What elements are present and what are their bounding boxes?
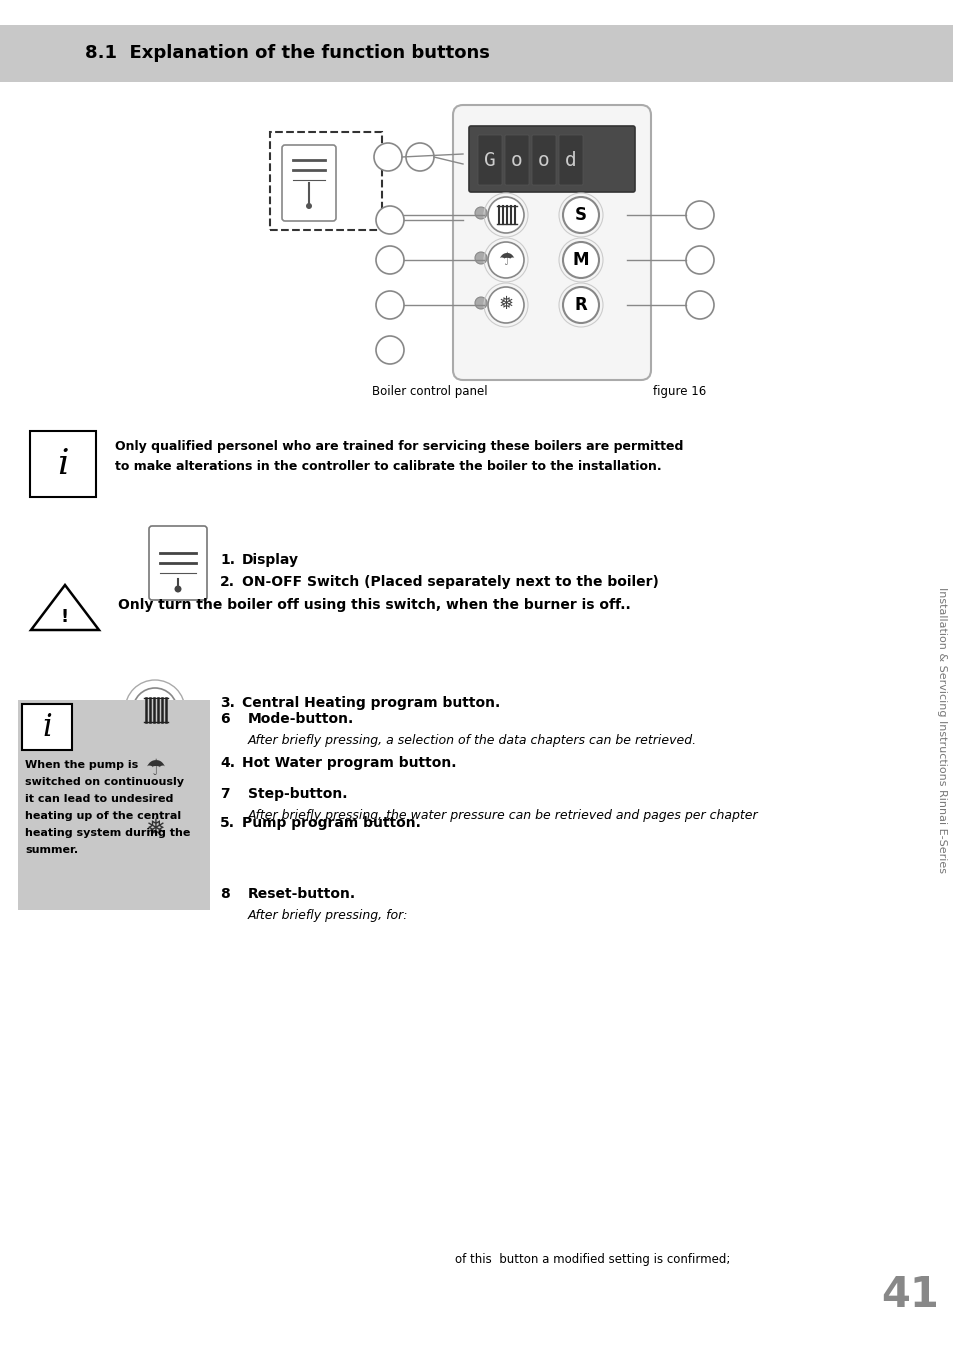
Text: 3.: 3. bbox=[220, 697, 234, 710]
Circle shape bbox=[374, 143, 401, 171]
Circle shape bbox=[685, 201, 713, 230]
Circle shape bbox=[475, 207, 486, 219]
Text: 6: 6 bbox=[220, 711, 230, 726]
Text: ❅: ❅ bbox=[145, 817, 165, 841]
Text: M: M bbox=[572, 251, 589, 269]
FancyBboxPatch shape bbox=[532, 135, 556, 185]
Text: 8: 8 bbox=[220, 887, 230, 900]
Text: summer.: summer. bbox=[25, 845, 78, 855]
Polygon shape bbox=[30, 585, 99, 630]
Circle shape bbox=[375, 292, 403, 319]
FancyBboxPatch shape bbox=[30, 431, 96, 497]
Circle shape bbox=[132, 748, 177, 792]
Text: After briefly pressing, for:: After briefly pressing, for: bbox=[248, 909, 408, 922]
Text: Reset-button.: Reset-button. bbox=[248, 887, 355, 900]
Circle shape bbox=[174, 586, 181, 593]
FancyBboxPatch shape bbox=[453, 105, 650, 379]
Text: S: S bbox=[575, 207, 586, 224]
Text: d: d bbox=[564, 150, 577, 170]
Text: After briefly pressing, a selection of the data chapters can be retrieved.: After briefly pressing, a selection of t… bbox=[248, 734, 697, 747]
FancyBboxPatch shape bbox=[558, 135, 582, 185]
Text: After briefly pressing, the water pressure can be retrieved and pages per chapte: After briefly pressing, the water pressu… bbox=[248, 809, 758, 822]
Text: !: ! bbox=[61, 608, 69, 626]
Circle shape bbox=[685, 292, 713, 319]
Text: ❅: ❅ bbox=[497, 296, 513, 313]
FancyBboxPatch shape bbox=[469, 126, 635, 192]
FancyBboxPatch shape bbox=[149, 526, 207, 599]
Text: 1.: 1. bbox=[220, 554, 234, 567]
Text: R: R bbox=[574, 296, 587, 315]
Text: heating up of the central: heating up of the central bbox=[25, 811, 181, 821]
Circle shape bbox=[685, 246, 713, 274]
Circle shape bbox=[562, 288, 598, 323]
Text: to make alterations in the controller to calibrate the boiler to the installatio: to make alterations in the controller to… bbox=[115, 460, 661, 472]
Text: 4.: 4. bbox=[220, 756, 234, 770]
Circle shape bbox=[306, 202, 312, 209]
Text: o: o bbox=[537, 150, 549, 170]
Circle shape bbox=[562, 197, 598, 234]
Text: Only turn the boiler off using this switch, when the burner is off..: Only turn the boiler off using this swit… bbox=[118, 598, 630, 612]
FancyBboxPatch shape bbox=[282, 144, 335, 221]
Text: of this  button a modified setting is confirmed;: of this button a modified setting is con… bbox=[455, 1254, 729, 1266]
Bar bbox=[18, 701, 210, 910]
Circle shape bbox=[488, 288, 523, 323]
Text: 2.: 2. bbox=[220, 575, 234, 589]
Text: i: i bbox=[57, 447, 69, 481]
Text: Step-button.: Step-button. bbox=[248, 787, 347, 801]
Text: Pump program button.: Pump program button. bbox=[242, 815, 420, 830]
Text: ☂: ☂ bbox=[146, 759, 166, 779]
Circle shape bbox=[488, 197, 523, 234]
Text: it can lead to undesired: it can lead to undesired bbox=[25, 794, 173, 805]
Text: Only qualified personel who are trained for servicing these boilers are permitte: Only qualified personel who are trained … bbox=[115, 440, 682, 454]
FancyBboxPatch shape bbox=[477, 135, 501, 185]
Bar bbox=[270, 132, 381, 230]
Circle shape bbox=[406, 143, 434, 171]
Text: Central Heating program button.: Central Heating program button. bbox=[242, 697, 499, 710]
Circle shape bbox=[375, 246, 403, 274]
Text: ☂: ☂ bbox=[497, 251, 514, 269]
Text: switched on continuously: switched on continuously bbox=[25, 778, 184, 787]
Circle shape bbox=[488, 242, 523, 278]
Text: Boiler control panel: Boiler control panel bbox=[372, 385, 487, 398]
Text: o: o bbox=[511, 150, 522, 170]
Circle shape bbox=[375, 336, 403, 364]
Bar bbox=[0, 26, 953, 82]
Circle shape bbox=[475, 297, 486, 309]
Text: When the pump is: When the pump is bbox=[25, 760, 138, 770]
Text: figure 16: figure 16 bbox=[653, 385, 706, 398]
Text: Hot Water program button.: Hot Water program button. bbox=[242, 756, 456, 770]
Text: 7: 7 bbox=[220, 787, 230, 801]
Text: Installation & Servicing Instructions Rinnai E-Series: Installation & Servicing Instructions Ri… bbox=[936, 587, 946, 873]
FancyBboxPatch shape bbox=[504, 135, 529, 185]
Circle shape bbox=[562, 242, 598, 278]
Text: 5.: 5. bbox=[220, 815, 234, 830]
Text: i: i bbox=[42, 711, 51, 743]
Text: 41: 41 bbox=[881, 1274, 938, 1316]
Text: G: G bbox=[483, 150, 496, 170]
Text: heating system during the: heating system during the bbox=[25, 828, 191, 838]
Text: 8.1  Explanation of the function buttons: 8.1 Explanation of the function buttons bbox=[85, 45, 489, 62]
Text: ON-OFF Switch (Placed separately next to the boiler): ON-OFF Switch (Placed separately next to… bbox=[242, 575, 659, 589]
Text: Display: Display bbox=[242, 554, 298, 567]
Circle shape bbox=[132, 809, 177, 852]
Circle shape bbox=[132, 688, 177, 732]
Circle shape bbox=[475, 252, 486, 265]
FancyBboxPatch shape bbox=[22, 703, 71, 751]
Text: Mode-button.: Mode-button. bbox=[248, 711, 354, 726]
Circle shape bbox=[375, 207, 403, 234]
